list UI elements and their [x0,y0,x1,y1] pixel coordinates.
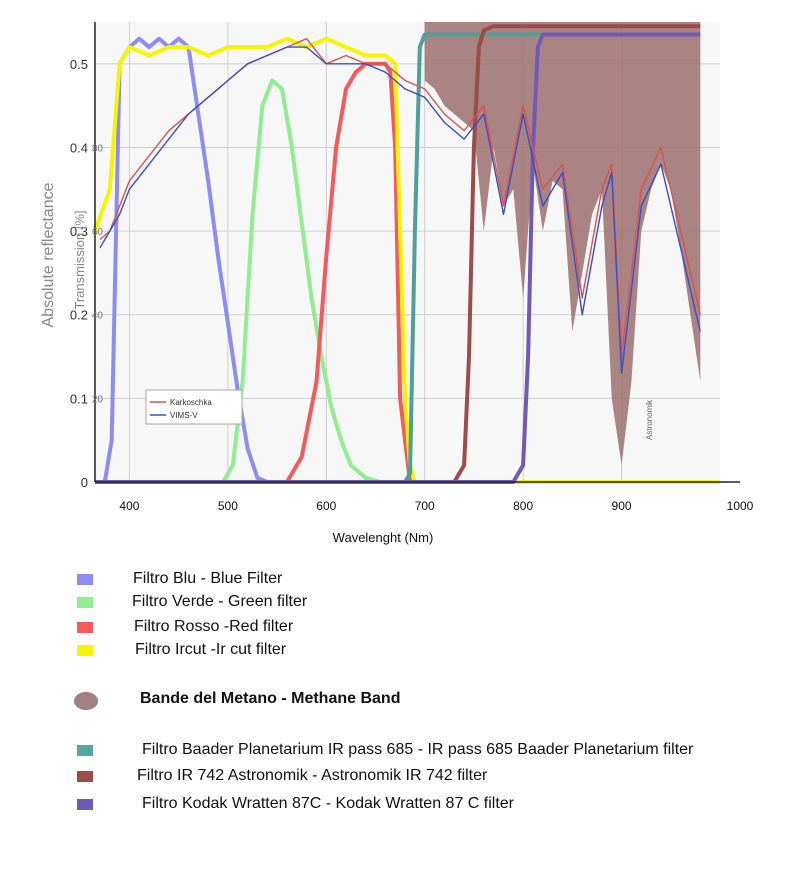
x-tick-label: 500 [218,499,238,513]
y-tick-label: 0.5 [70,57,88,72]
legend-item: Bande del Metano - Methane Band [0,689,800,713]
x-axis-label: Wavelenght (Nm) [333,530,434,545]
legend-label: Filtro Ircut -Ir cut filter [135,641,287,658]
inset-legend: Karkoschka VIMS-V [145,389,243,425]
y-axis-label-secondary: Transmission [%] [72,210,87,309]
y-tick-label-secondary: 60 [92,227,104,238]
series-line-3 [93,36,720,484]
legend-item: Filtro Ircut -Ir cut filter [0,640,800,664]
x-tick-label: 800 [513,499,533,513]
transmission-chart: 400 500 600 700 800 900 1000 0 0.1 0.2 0.3 0.4 0.5 20… [40,22,754,545]
legend-item: Filtro Rosso -Red filter [0,617,800,641]
legend-label: Bande del Metano - Methane Band [140,690,401,707]
legend-swatch [77,622,93,633]
x-tick-label: 1000 [727,499,754,513]
legend-swatch [77,645,93,656]
y-tick-label: 0.4 [70,140,88,155]
axes: 400 500 600 700 800 900 1000 0 0.1 0.2 0.3 0.4 0.5 20… [70,22,754,513]
series-line-6 [95,32,701,484]
legend-item: Filtro Verde - Green filter [0,592,800,616]
legend-label: Filtro Blu - Blue Filter [133,570,283,587]
legend-label: Filtro Kodak Wratten 87C - Kodak Wratten… [142,795,515,812]
legend-item: Filtro Baader Planetarium IR pass 685 - … [0,740,800,764]
methane-band-area [424,22,701,466]
legend-item: Filtro Kodak Wratten 87C - Kodak Wratten… [0,794,800,818]
legend-label: Filtro Rosso -Red filter [134,618,294,635]
series-group [93,24,720,484]
legend-label: Filtro Verde - Green filter [132,593,308,610]
legend-swatch [77,745,93,756]
series-line-2 [95,61,720,484]
x-tick-label: 400 [119,499,139,513]
legend-item: Filtro IR 742 Astronomik - Astronomik IR… [0,766,800,790]
series-line-7 [99,38,701,358]
y-tick-label-secondary: 80 [92,143,104,154]
y-tick-label: 0 [81,475,88,490]
inset-legend-karkoschka-label: Karkoschka [170,398,212,407]
legend-swatch [77,771,93,782]
watermark-text: Astronomik [645,399,654,440]
inset-legend-vims-label: VIMS-V [170,411,198,420]
y-axis-label: Absolute reflectance [40,182,57,327]
series-line-8 [99,46,701,374]
y-tick-label: 0.3 [70,224,88,239]
y-tick-label-secondary: 40 [92,311,104,322]
legend-item: Filtro Blu - Blue Filter [0,569,800,593]
x-tick-label: 700 [415,499,435,513]
x-tick-label: 900 [612,499,632,513]
y-tick-label-secondary: 20 [92,394,104,405]
y-tick-label: 0.1 [70,391,88,406]
legend-swatch [77,574,93,585]
legend-label: Filtro Baader Planetarium IR pass 685 - … [142,741,694,758]
methane-band-polygon [424,22,701,466]
x-tick-label: 600 [316,499,336,513]
legend-swatch [74,692,98,710]
series-line-5 [95,24,701,484]
y-tick-label: 0.2 [70,308,88,323]
inset-legend-box [145,389,243,425]
legend-label: Filtro IR 742 Astronomik - Astronomik IR… [137,767,488,784]
legend-swatch [77,799,93,810]
legend-swatch [77,597,93,608]
